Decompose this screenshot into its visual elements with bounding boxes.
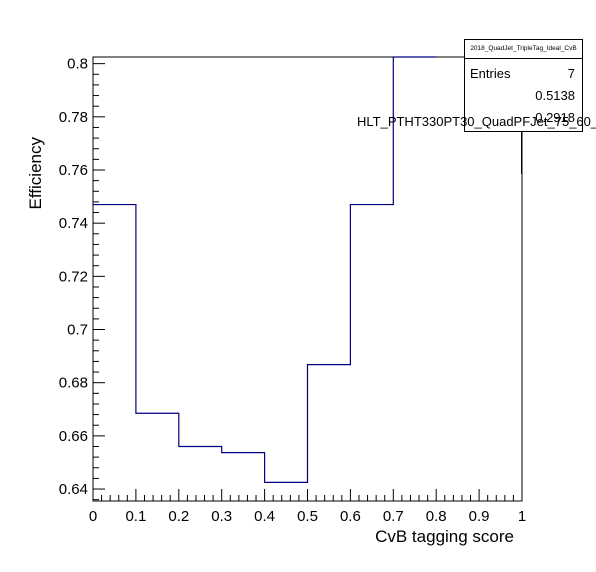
y-tick-label: 0.68 (59, 375, 88, 392)
y-tick-label: 0.76 (59, 162, 88, 179)
y-tick-label: 0.64 (59, 481, 88, 498)
x-axis-label: CvB tagging score (375, 527, 514, 546)
x-tick-label: 0.1 (125, 508, 146, 525)
x-tick-labels: 0 0.1 0.2 0.3 0.4 0.5 0.6 0.7 0.8 0.9 1 (89, 508, 526, 525)
x-tick-label: 0.9 (469, 508, 490, 525)
x-tick-label: 0.4 (254, 508, 275, 525)
stats-entries-label: Entries (470, 66, 510, 81)
stats-entries-value: 7 (568, 66, 575, 81)
x-tick-label: 0.6 (340, 508, 361, 525)
y-tick-label: 0.72 (59, 268, 88, 285)
y-tick-label: 0.8 (67, 56, 88, 73)
y-tick-label: 0.74 (59, 215, 88, 232)
y-tick-label: 0.66 (59, 428, 88, 445)
x-tick-label: 0.3 (211, 508, 232, 525)
y-axis-label: Efficiency (26, 137, 45, 210)
y-tick-label: 0.78 (59, 109, 88, 126)
x-tick-label: 0.2 (168, 508, 189, 525)
x-tick-label: 0.7 (383, 508, 404, 525)
x-tick-label: 0 (89, 508, 97, 525)
stats-mean-value: 0.5138 (535, 88, 575, 103)
y-tick-label: 0.7 (67, 322, 88, 339)
x-tick-label: 0.8 (426, 508, 447, 525)
x-tick-label: 0.5 (297, 508, 318, 525)
stats-box-title: 2018_QuadJet_TripleTag_Ideal_CvB (465, 40, 582, 59)
trigger-path-label: HLT_PTHT330PT30_QuadPFJet_75_60_ (357, 114, 596, 129)
y-tick-labels: 0.64 0.66 0.68 0.7 0.72 0.74 0.76 0.78 0.8 (59, 56, 88, 498)
x-tick-label: 1 (518, 508, 526, 525)
